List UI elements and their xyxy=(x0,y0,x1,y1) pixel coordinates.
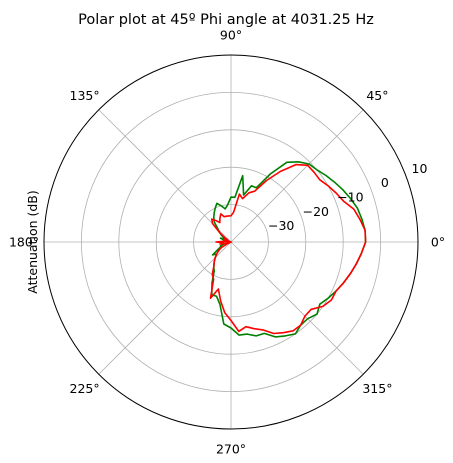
theta-tick-label: 45° xyxy=(366,88,388,103)
theta-tick-label: 180° xyxy=(9,235,39,250)
theta-gridline xyxy=(230,241,364,375)
series-line-2 xyxy=(209,163,367,335)
theta-gridline xyxy=(98,109,232,243)
series-line-1 xyxy=(211,161,367,338)
series-lines xyxy=(209,161,367,338)
plot-boundary xyxy=(43,54,419,430)
theta-tick-label: 315° xyxy=(362,381,392,396)
theta-tick-label: 0° xyxy=(431,235,445,250)
chart-title: Polar plot at 45º Phi angle at 4031.25 H… xyxy=(78,12,374,28)
theta-tick-label: 135° xyxy=(70,88,100,103)
theta-gridline xyxy=(98,241,232,375)
r-tick-label: 0 xyxy=(381,175,389,190)
r-tick-label: 10 xyxy=(412,161,428,176)
r-tick-label: −10 xyxy=(337,190,363,205)
r-gridline xyxy=(80,91,382,393)
theta-gridline xyxy=(230,109,364,243)
y-axis-label: Attenuation (dB) xyxy=(25,190,40,294)
r-tick-label: −30 xyxy=(268,218,294,233)
polar-grid xyxy=(43,54,419,430)
theta-tick-label: 270° xyxy=(216,442,246,457)
r-gridline xyxy=(118,129,344,355)
theta-tick-label: 225° xyxy=(70,381,100,396)
r-gridline xyxy=(193,204,269,280)
theta-tick-label: 90° xyxy=(220,28,242,43)
r-tick-label: −20 xyxy=(303,204,329,219)
tick-labels: 0° 45° 90° 135° 180° 225° 270° 315° −30 −20 −10 0 10 xyxy=(9,28,445,457)
r-gridline xyxy=(155,166,307,318)
